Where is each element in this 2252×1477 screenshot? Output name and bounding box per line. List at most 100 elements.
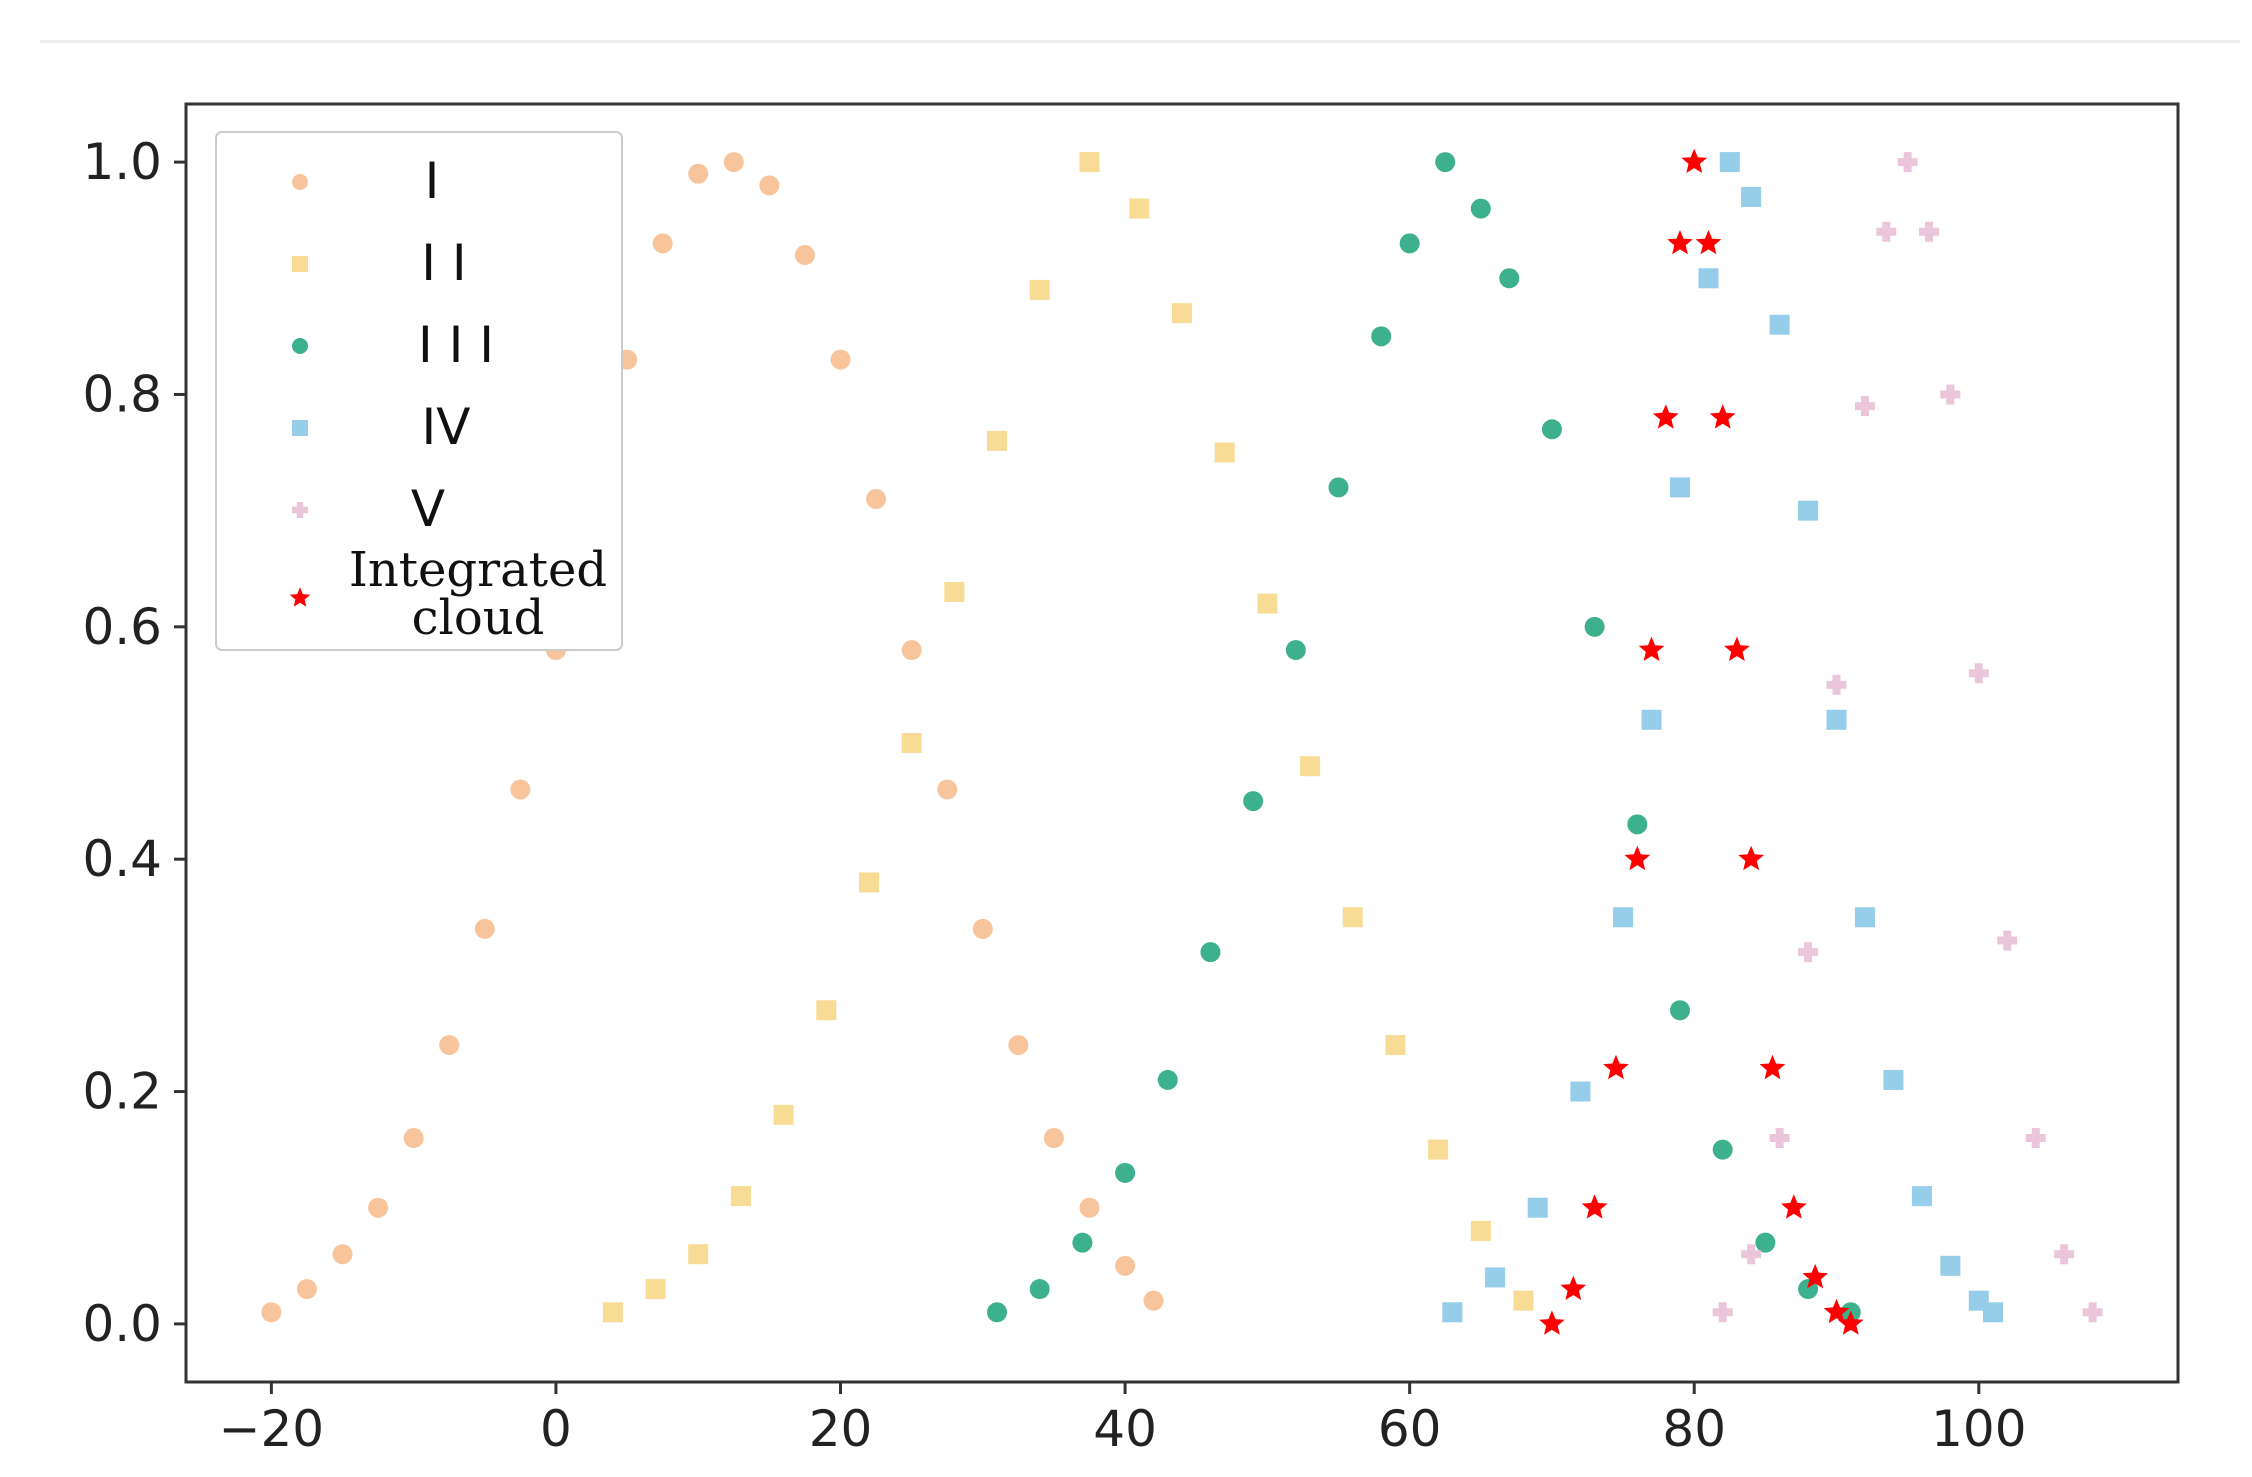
legend-box bbox=[215, 131, 623, 651]
data-point bbox=[723, 152, 744, 173]
data-point bbox=[1539, 1310, 1565, 1335]
data-point bbox=[261, 1302, 282, 1323]
data-point bbox=[403, 1128, 424, 1149]
data-point bbox=[1285, 640, 1306, 661]
data-point bbox=[1826, 709, 1847, 730]
data-point bbox=[1911, 1186, 1932, 1207]
x-tick-label: 20 bbox=[809, 1400, 873, 1458]
data-point bbox=[1527, 1197, 1548, 1218]
y-tick-label: 0.4 bbox=[82, 830, 162, 888]
data-point bbox=[1738, 845, 1764, 871]
data-point bbox=[901, 733, 922, 753]
data-point bbox=[645, 1279, 666, 1300]
data-point bbox=[1837, 1310, 1864, 1335]
data-point bbox=[794, 245, 815, 266]
x-tick-label: 100 bbox=[1931, 1400, 2026, 1458]
data-point bbox=[1883, 1069, 1904, 1090]
data-point bbox=[1172, 303, 1192, 324]
y-tick-label: 0.2 bbox=[82, 1063, 162, 1121]
data-point bbox=[1129, 198, 1150, 219]
data-point bbox=[1667, 229, 1693, 255]
data-point bbox=[1712, 1302, 1733, 1323]
data-point bbox=[1115, 1162, 1136, 1183]
data-point bbox=[332, 1244, 353, 1265]
data-point bbox=[1328, 477, 1349, 498]
legend-label-i: I bbox=[425, 152, 440, 210]
data-point bbox=[1581, 1194, 1608, 1219]
data-point bbox=[1029, 1279, 1050, 1300]
data-point bbox=[1624, 845, 1651, 871]
legend-label-iv: IV bbox=[422, 398, 471, 456]
data-point bbox=[439, 1035, 460, 1056]
data-point bbox=[1968, 663, 1989, 684]
data-point bbox=[368, 1197, 389, 1218]
legend-markers bbox=[289, 174, 311, 607]
data-point bbox=[1435, 152, 1456, 173]
y-tick-label: 0.6 bbox=[82, 598, 162, 656]
data-point bbox=[1997, 930, 2018, 951]
data-point bbox=[1257, 593, 1278, 614]
x-tick-label: 40 bbox=[1093, 1400, 1157, 1458]
data-point bbox=[1769, 1128, 1790, 1149]
data-point bbox=[1485, 1267, 1506, 1288]
data-point bbox=[1072, 1232, 1093, 1253]
data-point bbox=[1442, 1302, 1463, 1323]
y-tick-label: 1.0 bbox=[82, 133, 162, 191]
data-point bbox=[1681, 148, 1708, 173]
data-point bbox=[1079, 1197, 1100, 1218]
data-point bbox=[1499, 268, 1520, 289]
series-4 bbox=[1442, 152, 2004, 1323]
data-point bbox=[1919, 221, 1939, 242]
data-point bbox=[1603, 1054, 1629, 1080]
data-point bbox=[1200, 942, 1221, 963]
data-point bbox=[1300, 756, 1321, 777]
data-point bbox=[866, 489, 887, 510]
data-point bbox=[1560, 1275, 1587, 1300]
data-point bbox=[773, 1104, 794, 1125]
data-point bbox=[1940, 384, 1961, 405]
series-6 bbox=[1539, 148, 1864, 1335]
top-divider bbox=[40, 40, 2240, 43]
x-tick-label: 0 bbox=[540, 1400, 572, 1458]
x-tick-label: 80 bbox=[1662, 1400, 1726, 1458]
data-point bbox=[1638, 636, 1665, 661]
legend-marker bbox=[292, 174, 308, 190]
y-axis: 0.0 0.2 0.4 0.6 0.8 1.0 bbox=[82, 133, 186, 1353]
data-point bbox=[1541, 419, 1562, 440]
data-point bbox=[2054, 1244, 2075, 1265]
data-point bbox=[1641, 709, 1662, 730]
data-point bbox=[1823, 1298, 1850, 1324]
data-point bbox=[1428, 1139, 1449, 1160]
data-point bbox=[602, 1302, 623, 1323]
data-point bbox=[1143, 1290, 1164, 1311]
data-point bbox=[510, 779, 531, 800]
data-point bbox=[937, 779, 958, 800]
data-point bbox=[1157, 1069, 1178, 1090]
data-point bbox=[688, 1244, 709, 1265]
data-point bbox=[1214, 442, 1235, 463]
data-point bbox=[1079, 152, 1100, 173]
legend-label-integrated: Integrated bbox=[349, 542, 607, 598]
data-point bbox=[1584, 616, 1605, 637]
data-point bbox=[1627, 814, 1648, 835]
data-point bbox=[730, 1186, 751, 1207]
data-point bbox=[1709, 404, 1736, 429]
data-point bbox=[1798, 942, 1819, 963]
data-point bbox=[1342, 907, 1363, 928]
data-point bbox=[1755, 1232, 1776, 1253]
data-point bbox=[1854, 396, 1875, 417]
legend-label-cloud: cloud bbox=[412, 590, 545, 646]
series-1 bbox=[261, 152, 1164, 1323]
data-point bbox=[759, 175, 780, 196]
series-5 bbox=[1712, 152, 2103, 1323]
legend-marker bbox=[292, 338, 308, 354]
legend-marker bbox=[292, 256, 308, 272]
data-point bbox=[2025, 1128, 2046, 1149]
data-point bbox=[1826, 674, 1847, 695]
data-point bbox=[1243, 791, 1264, 812]
data-point bbox=[1115, 1255, 1136, 1276]
data-point bbox=[2082, 1302, 2103, 1323]
data-point bbox=[1470, 1220, 1491, 1241]
data-point bbox=[1008, 1035, 1029, 1056]
data-point bbox=[1695, 229, 1722, 255]
